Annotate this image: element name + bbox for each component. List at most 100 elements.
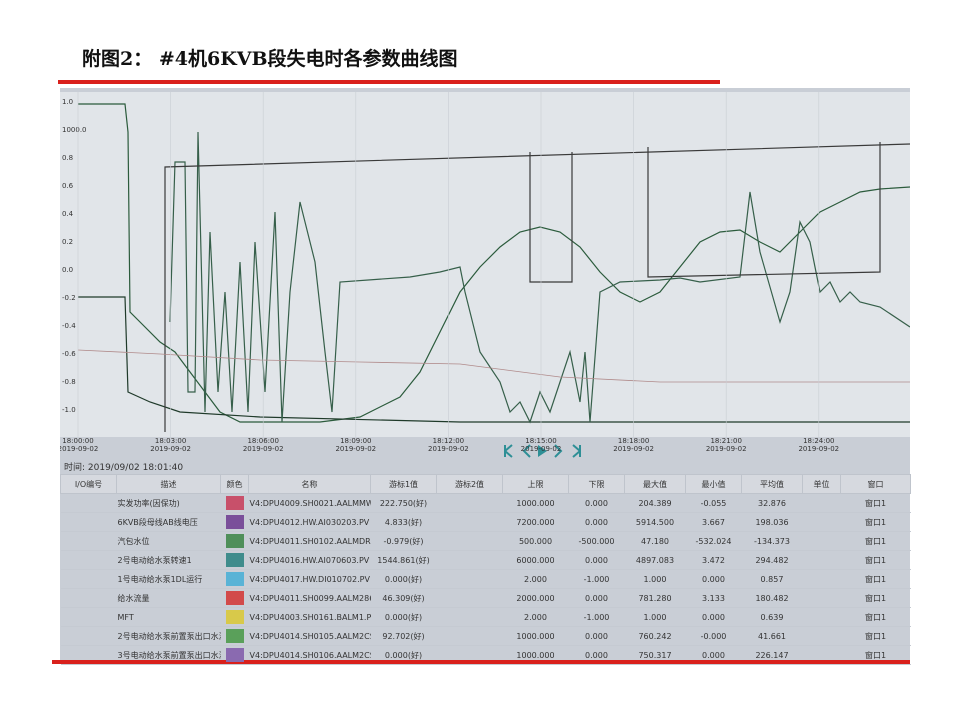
time-label: 18:09:00	[340, 437, 371, 445]
cursor1-cell: 0.000(好)	[370, 607, 437, 627]
upper-cell: 1000.000	[502, 626, 569, 646]
column-header: 上限	[502, 474, 569, 494]
empty-cell	[436, 626, 503, 646]
cursor1-cell: -0.979(好)	[370, 531, 437, 551]
empty-cell	[802, 550, 841, 570]
window-cell: 窗口1	[840, 645, 911, 665]
column-header: 最小值	[685, 474, 742, 494]
empty-cell	[60, 512, 117, 532]
min-cell: 0.000	[685, 569, 742, 589]
table-row[interactable]: 3号电动给水泵前置泵出口水温 V4:DPU4014.SH0106.AALM2CS.…	[60, 645, 911, 665]
window-cell: 窗口1	[840, 626, 911, 646]
column-header: 游标1值	[370, 474, 437, 494]
color-cell	[220, 569, 249, 589]
max-cell: 47.180	[624, 531, 686, 551]
date-label: 2019-09-02	[613, 445, 654, 453]
name-cell: V4:DPU4017.HW.DI010702.PV	[248, 569, 371, 589]
axis-label: 0.0	[62, 266, 73, 274]
table-row[interactable]: 实发功率(因保功) V4:DPU4009.SH0021.AALMMW... 222.…	[60, 493, 911, 513]
max-cell: 4897.083	[624, 550, 686, 570]
avg-cell: 226.147	[741, 645, 803, 665]
empty-cell	[436, 569, 503, 589]
empty-cell	[436, 588, 503, 608]
empty-cell	[60, 607, 117, 627]
color-swatch	[225, 553, 244, 567]
prev-button[interactable]	[522, 444, 531, 458]
date-label: 2019-09-02	[798, 445, 839, 453]
table-row[interactable]: 给水流量 V4:DPU4011.SH0099.AALM286... 46.309(好…	[60, 588, 911, 608]
max-cell: 5914.500	[624, 512, 686, 532]
axis-label: 1000.0	[62, 126, 87, 134]
empty-cell	[802, 569, 841, 589]
color-cell	[220, 531, 249, 551]
window-cell: 窗口1	[840, 512, 911, 532]
description-cell: 给水流量	[116, 588, 221, 608]
time-label: 18:21:00	[710, 437, 741, 445]
table-row[interactable]: MFT V4:DPU4003.SH0161.BALM1.PV 0.000(好) 2.0…	[60, 607, 911, 627]
description-cell: 汽包水位	[116, 531, 221, 551]
avg-cell: 0.639	[741, 607, 803, 627]
column-header: 平均值	[741, 474, 803, 494]
lower-cell: -1.000	[568, 569, 625, 589]
date-label: 2019-09-02	[335, 445, 376, 453]
empty-cell	[436, 531, 503, 551]
empty-cell	[802, 607, 841, 627]
min-cell: 3.667	[685, 512, 742, 532]
min-cell: 0.000	[685, 645, 742, 665]
axis-label: 0.2	[62, 238, 73, 246]
cursor1-cell: 222.750(好)	[370, 493, 437, 513]
column-header: 颜色	[220, 474, 249, 494]
empty-cell	[436, 550, 503, 570]
description-cell: 3号电动给水泵前置泵出口水温	[116, 645, 221, 665]
axis-label: 1.0	[62, 98, 73, 106]
avg-cell: 198.036	[741, 512, 803, 532]
cursor-box	[529, 152, 573, 283]
lower-cell: 0.000	[568, 512, 625, 532]
trend-line	[78, 103, 910, 423]
playback-controls[interactable]	[504, 444, 581, 458]
first-button[interactable]	[504, 444, 513, 458]
play-button[interactable]	[538, 445, 547, 457]
table-row[interactable]: 6KVB段母线AB线电压 V4:DPU4012.HW.AI030203.PV 4.8…	[60, 512, 911, 532]
description-cell: 实发功率(因保功)	[116, 493, 221, 513]
cursor1-cell: 4.833(好)	[370, 512, 437, 532]
table-row[interactable]: 汽包水位 V4:DPU4011.SH0102.AALMDRL... -0.979(好…	[60, 531, 911, 551]
upper-cell: 500.000	[502, 531, 569, 551]
empty-cell	[60, 569, 117, 589]
empty-cell	[802, 588, 841, 608]
time-label: 18:06:00	[247, 437, 278, 445]
next-button[interactable]	[554, 444, 563, 458]
window-cell: 窗口1	[840, 607, 911, 627]
color-cell	[220, 588, 249, 608]
color-swatch	[225, 610, 244, 624]
empty-cell	[802, 626, 841, 646]
column-header: 下限	[568, 474, 625, 494]
last-button[interactable]	[572, 444, 581, 458]
cursor-box	[164, 143, 910, 432]
min-cell: -0.000	[685, 626, 742, 646]
max-cell: 781.280	[624, 588, 686, 608]
description-cell: 2号电动给水泵转速1	[116, 550, 221, 570]
column-header: 游标2值	[436, 474, 503, 494]
table-row[interactable]: 1号电动给水泵1DL运行 V4:DPU4017.HW.DI010702.PV 0.0…	[60, 569, 911, 589]
header-row: I/O编号 描述 颜色 名称 游标1值 游标2值 上限 下限 最大值 最小值 平均值 单位 窗口	[60, 474, 911, 494]
upper-cell: 6000.000	[502, 550, 569, 570]
lower-cell: 0.000	[568, 550, 625, 570]
empty-cell	[60, 493, 117, 513]
table-row[interactable]: 2号电动给水泵转速1 V4:DPU4016.HW.AI070603.PV 1544.…	[60, 550, 911, 570]
color-swatch	[225, 591, 244, 605]
empty-cell	[802, 512, 841, 532]
description-cell: 6KVB段母线AB线电压	[116, 512, 221, 532]
upper-cell: 2000.000	[502, 588, 569, 608]
date-label: 2019-09-02	[60, 445, 98, 453]
table-row[interactable]: 2号电动给水泵前置泵出口水温 V4:DPU4014.SH0105.AALM2CS.…	[60, 626, 911, 646]
lower-cell: -1.000	[568, 607, 625, 627]
max-cell: 750.317	[624, 645, 686, 665]
upper-cell: 2.000	[502, 607, 569, 627]
name-cell: V4:DPU4011.SH0102.AALMDRL...	[248, 531, 371, 551]
time-label: 18:00:00	[62, 437, 93, 445]
trend-line	[78, 296, 910, 423]
min-cell: 3.472	[685, 550, 742, 570]
axis-label: 0.4	[62, 210, 74, 218]
